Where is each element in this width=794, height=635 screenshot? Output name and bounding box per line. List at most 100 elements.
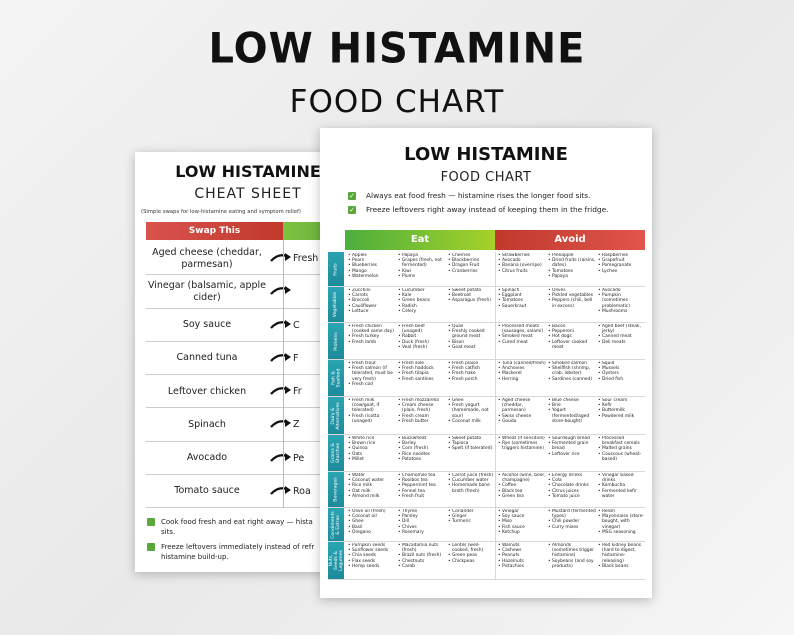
food-item: Raspberries: [598, 253, 646, 258]
swap-arrow: [269, 450, 295, 466]
food-item: Sweet potato: [448, 436, 496, 441]
food-item: Sardines (canned): [548, 377, 596, 382]
swap-arrow: [269, 283, 295, 299]
swap-arrow: [269, 350, 295, 366]
food-item: Rye (sometimes triggers histamine): [498, 441, 546, 451]
food-cell: Aged cheese (cheddar, parmesan)Swiss che…: [498, 398, 546, 434]
food-cell: PineappleDried fruits (raisins, dates)To…: [548, 253, 596, 286]
food-item: Chives: [398, 525, 446, 530]
food-item: Cashews: [498, 548, 546, 553]
swap-to: F: [293, 352, 299, 364]
swap-col-line: [283, 240, 284, 508]
food-cell: QuailFreshly cooked ground meatBisonGoat…: [448, 324, 496, 359]
food-item: Cola: [548, 478, 596, 483]
food-item: Mustard (fermented types): [548, 509, 596, 519]
food-cell: Fresh milk (cow/goat, if tolerated)Fresh…: [348, 398, 396, 434]
food-item: Cucumber water: [448, 478, 496, 483]
food-cell: Energy drinksColaChocolate drinksCitrus …: [548, 473, 596, 507]
food-item: Hot dogs: [548, 334, 596, 339]
food-item: Yogurt (fermented/aged store-bought): [548, 408, 596, 424]
food-item: Fermented kefir water: [598, 489, 646, 499]
category-name: Dairy & Alternatives: [331, 401, 341, 430]
food-item: Gouda: [498, 419, 546, 424]
food-item: Couscous (wheat-based): [598, 452, 646, 462]
food-item: Sweet potato: [448, 288, 496, 293]
front-tip: Freeze leftovers right away instead of k…: [366, 205, 609, 214]
food-item: Fresh yogurt (homemade, not sour): [448, 403, 496, 419]
food-cell: VinegarSoy sauceMisoFish sauceKetchup: [498, 509, 546, 541]
food-item: Lychee: [598, 269, 646, 274]
food-item: Watermelon: [348, 274, 396, 279]
food-item: Fresh salmon (if tolerated, must be very…: [348, 366, 396, 382]
swap-to: Fr: [293, 386, 302, 398]
swap-arrow: [269, 250, 295, 266]
food-cell: Vinegar based drinksKombuchaFermented ke…: [598, 473, 646, 507]
food-item: Fresh fruit: [398, 494, 446, 499]
food-cell: Sour creamKefirButtermilkPowdered milk: [598, 398, 646, 434]
food-item: Eggplant: [498, 293, 546, 298]
food-cell: CucumberKaleGreen beansRadishCelery: [398, 288, 446, 322]
food-cell: Pumpkin seedsSunflower seedsChia seedsFl…: [348, 543, 396, 579]
food-item: Pumpkin seeds: [348, 543, 396, 548]
food-item: Miso: [498, 519, 546, 524]
swap-to: Roa: [293, 485, 311, 497]
food-item: MSG seasoning: [598, 530, 646, 535]
swap-to: Z: [293, 419, 300, 431]
food-item: Fermented grain bread: [548, 441, 596, 451]
food-item: Kefir: [598, 403, 646, 408]
food-item: Fennel tea: [398, 489, 446, 494]
food-cell: AvocadoPumpkin (sometimes problematic)Mu…: [598, 288, 646, 322]
food-cell: Wheat (if sensitive)Rye (sometimes trigg…: [498, 436, 546, 471]
food-cell: ZucchiniCarrotsBroccoliCauliflowerLettuc…: [348, 288, 396, 322]
food-item: Papaya: [548, 274, 596, 279]
food-item: Spinach: [498, 288, 546, 293]
food-cell: Macadamia nuts (fresh)Brazil nuts (fresh…: [398, 543, 446, 579]
food-item: Zucchini: [348, 288, 396, 293]
row-divider: [328, 579, 645, 580]
food-item: Smoked meat: [498, 334, 546, 339]
arrow-icon: [270, 485, 291, 495]
food-item: Citrus juices: [548, 489, 596, 494]
food-cell: Almonds (sometimes trigger histamine)Soy…: [548, 543, 596, 579]
food-item: Hazelnuts: [498, 559, 546, 564]
food-item: Tomato juice: [548, 494, 596, 499]
food-item: Fresh trout: [348, 361, 396, 366]
category-label: Dairy & Alternatives: [328, 397, 344, 434]
food-cell: BaconPepperoniHot dogsLeftover cooked me…: [548, 324, 596, 359]
food-item: Tuna (canned/fresh): [498, 361, 546, 366]
food-item: Banana (overripe): [498, 263, 546, 268]
swap-to: Fresh c: [293, 253, 327, 265]
food-item: Pomegranate: [598, 263, 646, 268]
food-cell: CorianderGingerTurmeric: [448, 509, 496, 541]
row-divider: [328, 286, 645, 287]
food-item: Cranberries: [448, 269, 496, 274]
food-item: Relish: [598, 509, 646, 514]
swap-from: Leftover chicken: [167, 385, 247, 397]
food-item: Kale: [398, 293, 446, 298]
food-item: Fresh sole: [398, 361, 446, 366]
food-item: Fresh mozzarella: [398, 398, 446, 403]
food-cell: Carrot juice (fresh)Cucumber waterHomema…: [448, 473, 496, 507]
food-item: Fresh beef (unaged): [398, 324, 446, 334]
food-item: Corn (fresh): [398, 446, 446, 451]
swap-from: Spinach: [188, 418, 226, 430]
food-item: Ketchup: [498, 530, 546, 535]
food-item: Lettuce: [348, 309, 396, 314]
food-item: Almond milk: [348, 494, 396, 499]
food-cell: Sweet potatoBeetrootAsparagus (fresh): [448, 288, 496, 322]
food-item: Duck (fresh): [398, 340, 446, 345]
food-item: Dried fruits (raisins, dates): [548, 258, 596, 268]
food-item: Alcohol (wine, beer, champagne): [498, 473, 546, 483]
food-item: Walnuts: [498, 543, 546, 548]
category-name: Vegetables: [333, 291, 339, 318]
swap-from: Avocado: [186, 452, 228, 464]
food-item: Black tea: [498, 489, 546, 494]
food-item: Fresh milk (cow/goat, if tolerated): [348, 398, 396, 414]
swap-row-border: [146, 242, 355, 276]
food-item: Tapioca: [448, 441, 496, 446]
food-cell: Tuna (canned/fresh)AnchoviesMackerelHerr…: [498, 361, 546, 396]
main-title: LOW HISTAMINE: [208, 24, 586, 74]
food-item: Plums: [398, 274, 446, 279]
food-item: Curry mixes: [548, 525, 596, 530]
food-item: Avocado: [498, 258, 546, 263]
